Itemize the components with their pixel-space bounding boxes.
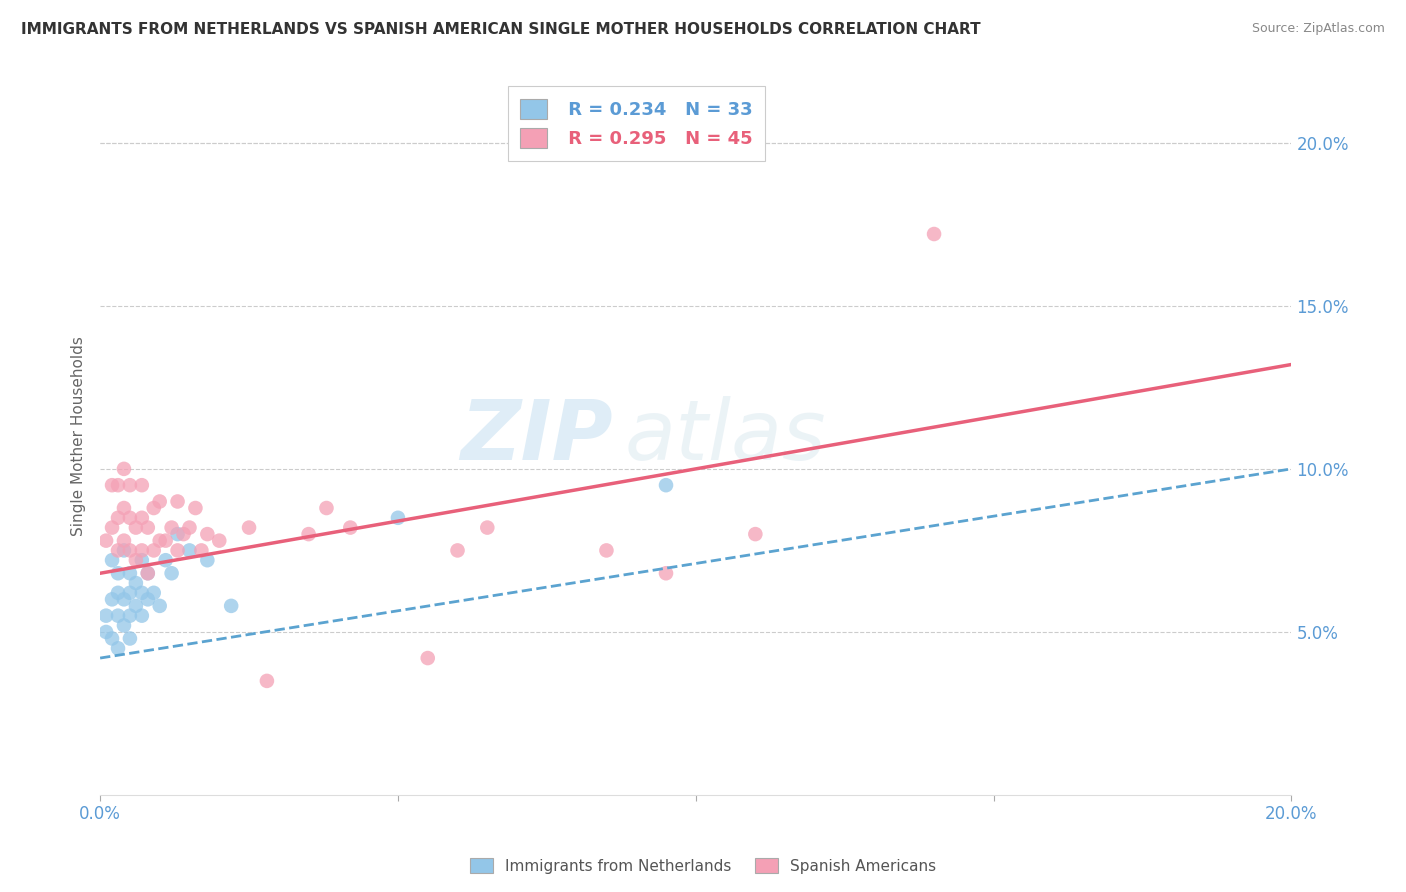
Point: [155, 533, 177, 548]
Point: [118, 566, 141, 581]
Point: [195, 527, 218, 541]
Point: [922, 227, 945, 241]
Point: [446, 543, 468, 558]
Point: [160, 520, 183, 534]
Point: [131, 543, 153, 558]
Point: [107, 586, 129, 600]
Point: [101, 592, 124, 607]
Point: [149, 533, 172, 548]
Point: [142, 501, 165, 516]
Point: [477, 520, 499, 534]
Point: [416, 651, 439, 665]
Point: [131, 586, 153, 600]
Text: atlas: atlas: [624, 396, 825, 476]
Point: [166, 494, 188, 508]
Point: [179, 543, 201, 558]
Point: [238, 520, 260, 534]
Point: [744, 527, 766, 541]
Point: [125, 599, 148, 613]
Point: [112, 462, 135, 476]
Point: [136, 520, 159, 534]
Text: ZIP: ZIP: [460, 396, 613, 476]
Point: [166, 527, 188, 541]
Point: [94, 624, 117, 639]
Point: [315, 501, 337, 516]
Point: [149, 599, 172, 613]
Point: [173, 527, 195, 541]
Point: [101, 632, 124, 646]
Point: [595, 543, 617, 558]
Text: Source: ZipAtlas.com: Source: ZipAtlas.com: [1251, 22, 1385, 36]
Point: [184, 501, 207, 516]
Point: [131, 608, 153, 623]
Point: [149, 494, 172, 508]
Point: [107, 566, 129, 581]
Point: [107, 543, 129, 558]
Text: IMMIGRANTS FROM NETHERLANDS VS SPANISH AMERICAN SINGLE MOTHER HOUSEHOLDS CORRELA: IMMIGRANTS FROM NETHERLANDS VS SPANISH A…: [21, 22, 981, 37]
Point: [112, 533, 135, 548]
Point: [118, 608, 141, 623]
Point: [125, 576, 148, 591]
Point: [118, 478, 141, 492]
Point: [101, 520, 124, 534]
Y-axis label: Single Mother Households: Single Mother Households: [72, 336, 86, 536]
Point: [179, 520, 201, 534]
Point: [125, 520, 148, 534]
Point: [131, 478, 153, 492]
Point: [112, 592, 135, 607]
Point: [131, 510, 153, 524]
Point: [208, 533, 231, 548]
Point: [387, 510, 409, 524]
Point: [118, 543, 141, 558]
Point: [142, 543, 165, 558]
Point: [655, 566, 678, 581]
Point: [125, 553, 148, 567]
Point: [101, 553, 124, 567]
Point: [118, 632, 141, 646]
Point: [339, 520, 361, 534]
Point: [112, 543, 135, 558]
Point: [160, 566, 183, 581]
Point: [101, 478, 124, 492]
Point: [118, 586, 141, 600]
Point: [131, 553, 153, 567]
Point: [107, 608, 129, 623]
Point: [136, 566, 159, 581]
Point: [219, 599, 242, 613]
Legend:  R = 0.234   N = 33,  R = 0.295   N = 45: R = 0.234 N = 33, R = 0.295 N = 45: [508, 87, 765, 161]
Point: [112, 501, 135, 516]
Point: [118, 510, 141, 524]
Point: [190, 543, 212, 558]
Point: [655, 478, 678, 492]
Point: [155, 553, 177, 567]
Point: [94, 608, 117, 623]
Point: [107, 510, 129, 524]
Point: [136, 592, 159, 607]
Point: [136, 566, 159, 581]
Point: [107, 478, 129, 492]
Point: [107, 641, 129, 656]
Point: [297, 527, 319, 541]
Point: [94, 533, 117, 548]
Point: [112, 618, 135, 632]
Point: [256, 673, 278, 688]
Point: [166, 543, 188, 558]
Point: [142, 586, 165, 600]
Point: [195, 553, 218, 567]
Legend: Immigrants from Netherlands, Spanish Americans: Immigrants from Netherlands, Spanish Ame…: [464, 852, 942, 880]
